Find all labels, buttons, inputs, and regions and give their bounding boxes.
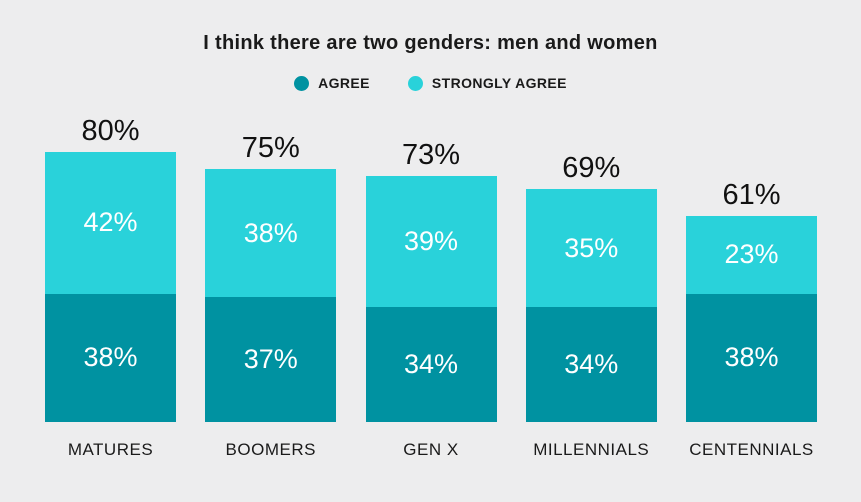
bar-segment-strongly-agree: 42% <box>45 152 176 294</box>
stacked-bar-chart: 80% 42% 38% MATURES 75% 38% 37% BOOMERS 73% 39% 34… <box>45 112 817 462</box>
bar-stack-gen-x: 39% 34% <box>365 175 497 422</box>
category-label-gen-x: GEN X <box>403 440 459 459</box>
category-label-matures: MATURES <box>67 440 154 459</box>
bar-stack-boomers: 38% 37% <box>205 168 337 422</box>
bar-group-gen-x: 73% 39% 34% GEN X <box>365 138 497 462</box>
bar-segment-agree: 34% <box>525 307 657 422</box>
category-label-centennials: CENTENNIALS <box>689 440 814 459</box>
segment-value-label: 38% <box>724 342 779 373</box>
bar-group-boomers: 75% 38% 37% BOOMERS <box>205 131 337 462</box>
bar-stack-centennials: 23% 38% <box>686 216 817 422</box>
category-label-boomers: BOOMERS <box>225 440 316 459</box>
segment-value-label: 39% <box>403 225 459 256</box>
strongly-agree-swatch-icon <box>407 75 423 91</box>
segment-value-label: 35% <box>564 232 619 263</box>
bar-segment-agree: 34% <box>365 307 497 422</box>
bar-stack-millennials: 35% 34% <box>525 189 657 422</box>
segment-value-label: 37% <box>243 344 298 375</box>
bar-group-matures: 80% 42% 38% MATURES <box>45 115 176 462</box>
bar-segment-strongly-agree: 38% <box>205 168 337 298</box>
total-label-matures: 80% <box>81 115 140 147</box>
segment-value-label: 34% <box>564 349 619 380</box>
category-label-millennials: MILLENNIALS <box>533 440 650 459</box>
legend-label-strongly-agree: STRONGLY AGREE <box>431 75 567 91</box>
chart-title: I think there are two genders: men and w… <box>203 32 658 54</box>
bar-group-centennials: 61% 23% 38% CENTENNIALS <box>686 179 817 462</box>
bar-segment-agree: 37% <box>205 297 337 422</box>
bar-segment-strongly-agree: 39% <box>365 175 497 308</box>
total-label-centennials: 61% <box>722 179 781 212</box>
bar-segment-agree: 38% <box>45 293 176 422</box>
bar-segment-strongly-agree: 23% <box>686 216 817 294</box>
segment-value-label: 38% <box>83 342 138 373</box>
legend-item-agree: AGREE <box>294 75 370 91</box>
legend-label-agree: AGREE <box>318 75 370 91</box>
legend: AGREE STRONGLY AGREE <box>0 75 861 91</box>
segment-value-label: 34% <box>403 349 459 380</box>
segment-value-label: 42% <box>83 207 138 238</box>
segment-value-label: 38% <box>243 217 298 248</box>
bar-segment-agree: 38% <box>686 293 817 422</box>
total-label-boomers: 75% <box>241 131 300 164</box>
agree-swatch-icon <box>294 75 310 91</box>
total-label-gen-x: 73% <box>401 138 461 171</box>
bar-group-millennials: 69% 35% 34% MILLENNIALS <box>525 152 657 462</box>
bar-stack-matures: 42% 38% <box>45 152 176 422</box>
legend-item-strongly-agree: STRONGLY AGREE <box>407 75 567 91</box>
segment-value-label: 23% <box>724 239 779 270</box>
total-label-millennials: 69% <box>562 152 621 185</box>
bar-segment-strongly-agree: 35% <box>525 189 657 308</box>
